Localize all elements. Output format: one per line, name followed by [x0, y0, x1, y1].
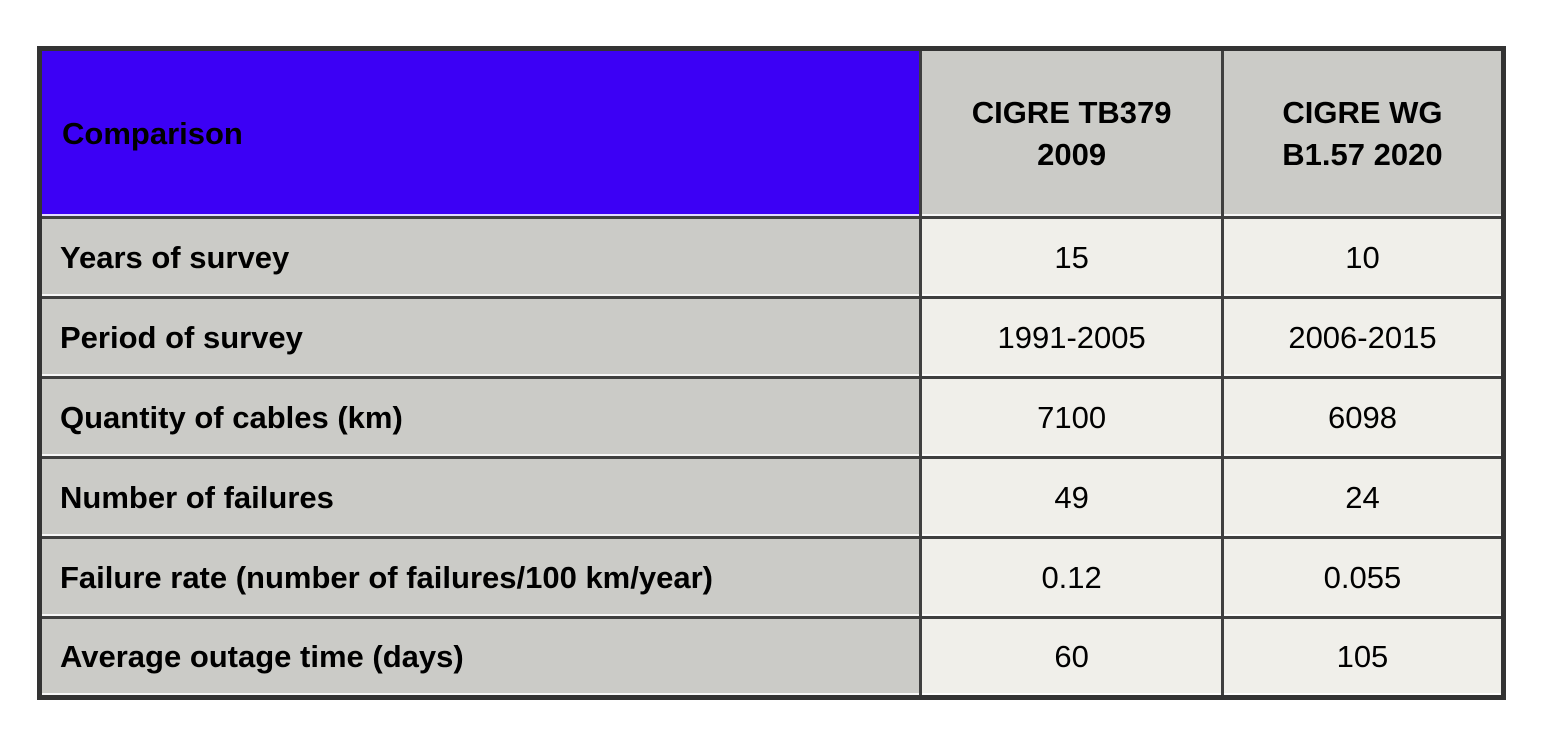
table-row-period-of-survey: Period of survey 1991-2005 2006-2015 — [37, 296, 1506, 379]
corner-header-cell: Comparison — [37, 47, 923, 219]
row-label-cell: Years of survey — [37, 216, 923, 299]
value-cell: 15 — [919, 216, 1224, 299]
table-row-number-of-failures: Number of failures 49 24 — [37, 456, 1506, 539]
table-row-years-of-survey: Years of survey 15 10 — [37, 216, 1506, 299]
column-header-cigre-tb379: CIGRE TB379 2009 — [919, 47, 1224, 219]
table-row-failure-rate: Failure rate (number of failures/100 km/… — [37, 536, 1506, 619]
column-header-cigre-wg-b157: CIGRE WG B1.57 2020 — [1220, 47, 1506, 219]
comparison-table-container: Comparison CIGRE TB379 2009 CIGRE WG B1.… — [37, 46, 1506, 700]
value-cell: 6098 — [1220, 376, 1506, 459]
value-cell: 105 — [1220, 616, 1506, 699]
value-cell: 24 — [1220, 456, 1506, 539]
value-cell: 0.055 — [1220, 536, 1506, 619]
row-label-cell: Number of failures — [37, 456, 923, 539]
row-label-cell: Failure rate (number of failures/100 km/… — [37, 536, 923, 619]
value-cell: 1991-2005 — [919, 296, 1224, 379]
value-cell: 49 — [919, 456, 1224, 539]
table-row-quantity-of-cables: Quantity of cables (km) 7100 6098 — [37, 376, 1506, 459]
row-label-cell: Quantity of cables (km) — [37, 376, 923, 459]
row-label-cell: Period of survey — [37, 296, 923, 379]
table-row-average-outage-time: Average outage time (days) 60 105 — [37, 616, 1506, 699]
row-label-cell: Average outage time (days) — [37, 616, 923, 699]
value-cell: 7100 — [919, 376, 1224, 459]
value-cell: 2006-2015 — [1220, 296, 1506, 379]
comparison-table: Comparison CIGRE TB379 2009 CIGRE WG B1.… — [37, 46, 1506, 700]
value-cell: 0.12 — [919, 536, 1224, 619]
table-header-row: Comparison CIGRE TB379 2009 CIGRE WG B1.… — [37, 47, 1506, 219]
value-cell: 10 — [1220, 216, 1506, 299]
value-cell: 60 — [919, 616, 1224, 699]
